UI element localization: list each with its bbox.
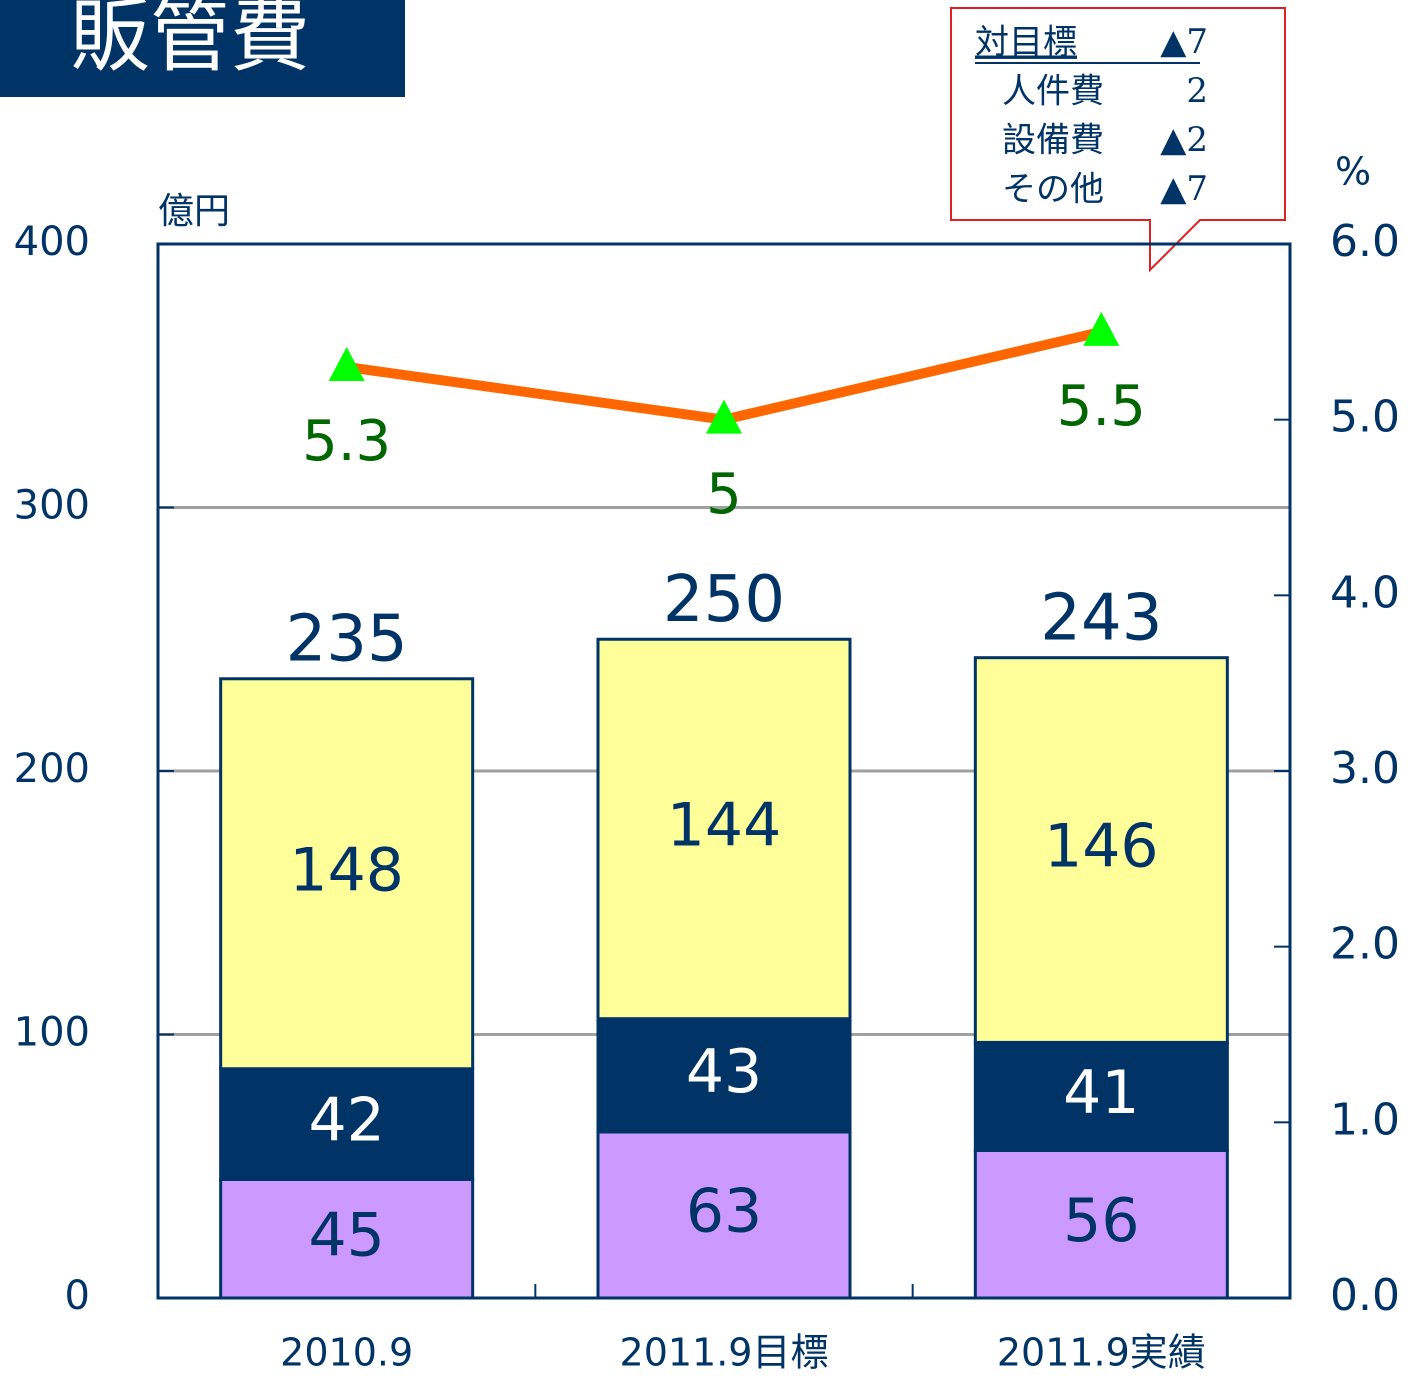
y2-tick-label: 1.0 — [1330, 1094, 1400, 1145]
data-label: 144 — [667, 791, 782, 861]
line-label: 5.5 — [1057, 374, 1146, 439]
data-label: 148 — [289, 835, 404, 905]
plot-frame — [156, 242, 1292, 1300]
y-unit: 億円 — [158, 191, 230, 232]
bar-segment — [219, 1177, 475, 1300]
marker — [328, 346, 365, 381]
y-tick-label: 200 — [14, 746, 90, 792]
y-tick-label: 0 — [65, 1273, 90, 1319]
x-tick-label: 2011.9実績 — [997, 1331, 1206, 1375]
line-label: 5.3 — [302, 409, 391, 474]
title-box — [0, 0, 405, 97]
bar-segment — [596, 1017, 852, 1134]
bar-segment — [973, 1040, 1229, 1152]
line-label: 5 — [706, 462, 742, 527]
annotation-label: 設備費 — [1002, 121, 1104, 161]
annotation-label: その他 — [1002, 170, 1104, 210]
bar-segment — [973, 656, 1229, 1044]
data-label: 41 — [1063, 1058, 1139, 1128]
y2-tick-label: 4.0 — [1330, 567, 1400, 618]
total-label: 250 — [663, 563, 785, 637]
annotation-label: 対目標 — [975, 23, 1077, 63]
data-label: 45 — [308, 1200, 384, 1270]
y2-tick-label: 0.0 — [1330, 1270, 1400, 1321]
y2-tick-label: 6.0 — [1330, 216, 1400, 267]
total-label: 235 — [286, 602, 408, 676]
marker — [1083, 311, 1120, 346]
y-tick-label: 400 — [14, 219, 90, 265]
bar-segment — [219, 677, 475, 1071]
data-label: 43 — [686, 1037, 762, 1107]
annotation-value: ▲7 — [1160, 169, 1208, 209]
data-label: 146 — [1044, 812, 1159, 882]
chart-title: 販管費 — [70, 0, 310, 83]
data-label: 63 — [686, 1177, 762, 1247]
bar-segment — [596, 1130, 852, 1300]
annotation-value: 2 — [1186, 71, 1208, 111]
y-tick-label: 300 — [14, 483, 90, 529]
data-label: 42 — [308, 1086, 384, 1156]
y2-tick-label: 2.0 — [1330, 919, 1400, 970]
x-tick-label: 2011.9目標 — [620, 1331, 829, 1375]
y2-tick-label: 3.0 — [1330, 743, 1400, 794]
bar-segment — [596, 637, 852, 1021]
total-label: 243 — [1040, 581, 1162, 655]
marker — [706, 399, 742, 434]
bar-segment — [219, 1067, 475, 1181]
data-label: 56 — [1063, 1186, 1139, 1256]
y-tick-label: 100 — [14, 1010, 90, 1056]
y2-unit: % — [1335, 150, 1371, 194]
annotation-label: 人件費 — [1002, 72, 1104, 112]
bar-segment — [973, 1148, 1229, 1300]
x-tick-label: 2010.9 — [280, 1331, 413, 1375]
annotation-value: ▲2 — [1160, 120, 1208, 160]
y2-tick-label: 5.0 — [1330, 392, 1400, 443]
annotation-value: ▲7 — [1160, 22, 1208, 62]
